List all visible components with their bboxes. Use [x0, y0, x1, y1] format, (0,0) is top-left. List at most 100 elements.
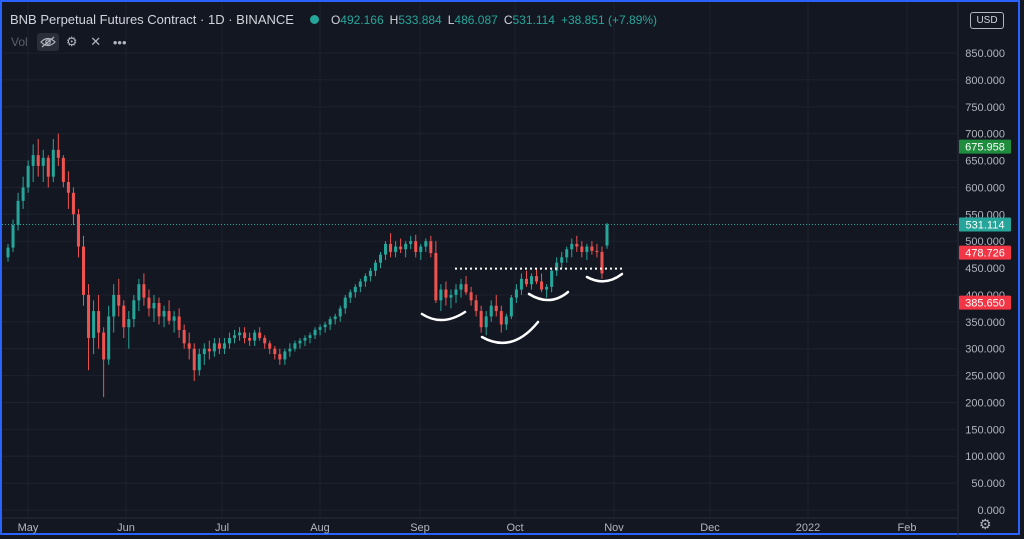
open-label: O — [330, 12, 341, 27]
candle-body — [81, 246, 86, 295]
candle-body — [368, 270, 372, 277]
candle-body — [172, 316, 176, 321]
candle-body — [278, 354, 282, 360]
x-tick-label: Nov — [604, 522, 624, 534]
candle-body — [26, 165, 30, 188]
candle-body — [545, 286, 549, 290]
candle-body — [399, 246, 403, 250]
eye-off-icon[interactable] — [36, 33, 59, 51]
candle-body — [540, 281, 544, 290]
candle-body — [233, 335, 237, 338]
candle-body — [449, 294, 453, 298]
open-value: 492.166 — [340, 12, 384, 27]
candle-body — [479, 311, 483, 328]
candle-body — [152, 303, 156, 309]
candle-body — [424, 241, 428, 247]
candle-body — [46, 157, 50, 177]
candle-body — [504, 316, 508, 325]
currency-button[interactable]: USD — [970, 12, 1004, 29]
y-tick-label: 800.000 — [965, 75, 1005, 87]
candle-body — [550, 270, 554, 287]
candle-body — [243, 332, 247, 338]
candle-body — [378, 254, 382, 263]
candle-body — [444, 289, 448, 298]
candle-body — [565, 249, 569, 258]
y-tick-label: 700.000 — [965, 129, 1005, 141]
x-tick-label: Jun — [117, 522, 135, 534]
price-tag-label: 531.114 — [966, 219, 1005, 231]
market-status-icon[interactable] — [309, 15, 319, 24]
candle-body — [308, 335, 312, 338]
candle-body — [519, 278, 523, 290]
candle-body — [147, 297, 151, 309]
y-tick-label: 650.000 — [965, 156, 1005, 168]
candle-body — [404, 243, 408, 250]
candle-body — [31, 155, 35, 166]
candle-body — [11, 225, 15, 248]
candle-body — [570, 243, 574, 250]
candle-body — [122, 305, 126, 328]
volume-indicator-row: Vol ⚙ ✕ ••• — [8, 33, 133, 51]
price-tag — [959, 245, 1011, 260]
candle-body — [41, 157, 45, 166]
candle-body — [600, 251, 604, 274]
candle-body — [524, 278, 528, 285]
y-tick-label: 450.000 — [965, 263, 1005, 275]
price-tag — [959, 295, 1011, 310]
candle-body — [328, 319, 332, 325]
high-label: H — [389, 12, 399, 27]
candle-body — [238, 332, 242, 336]
candle-body — [605, 224, 609, 246]
y-tick-label: 300.000 — [965, 344, 1005, 356]
candle-body — [384, 243, 388, 255]
candle-body — [535, 276, 539, 282]
candle-body — [303, 337, 307, 341]
more-icon[interactable]: ••• — [112, 34, 127, 50]
candle-body — [555, 262, 559, 271]
candle-body — [333, 316, 337, 320]
candle-body — [474, 300, 478, 312]
candle-body — [590, 246, 594, 251]
close-value: 531.114 — [512, 12, 555, 27]
price-tag — [959, 139, 1011, 154]
candle-body — [6, 247, 10, 258]
candle-body — [263, 337, 267, 344]
candle-body — [353, 286, 357, 293]
candle-body — [560, 257, 564, 263]
candle-body — [429, 241, 433, 254]
candle-body — [202, 348, 206, 355]
candle-body — [258, 332, 262, 338]
candle-body — [132, 300, 136, 320]
candle-body — [323, 324, 327, 328]
candle-body — [414, 241, 418, 252]
candle-body — [283, 351, 287, 360]
candle-body — [137, 284, 141, 301]
candle-body — [394, 246, 398, 252]
chart-settings-icon[interactable]: ⚙ — [979, 516, 992, 532]
candle-body — [489, 305, 493, 317]
pattern-annotation-curve — [480, 320, 540, 345]
candle-body — [580, 246, 584, 252]
candle-body — [127, 319, 131, 328]
candle-body — [207, 348, 211, 352]
symbol-legend: BNB Perpetual Futures Contract · 1D · BI… — [10, 12, 663, 27]
candle-body — [76, 214, 80, 247]
y-tick-label: 0.000 — [977, 505, 1005, 517]
volume-indicator-label[interactable]: Vol — [11, 35, 28, 49]
y-tick-label: 600.000 — [965, 182, 1005, 194]
price-tag — [959, 217, 1011, 232]
close-icon[interactable]: ✕ — [90, 34, 102, 49]
candle-body — [419, 246, 423, 252]
candle-body — [192, 348, 196, 371]
candle-body — [409, 241, 413, 244]
low-label: L — [447, 12, 455, 27]
change-value: +38.851 (+7.89%) — [560, 12, 658, 27]
gear-icon[interactable]: ⚙ — [65, 34, 78, 49]
candle-body — [459, 284, 463, 290]
candle-body — [71, 192, 75, 215]
candle-body — [464, 284, 468, 293]
candle-body — [187, 343, 191, 349]
low-value: 486.087 — [454, 12, 498, 27]
